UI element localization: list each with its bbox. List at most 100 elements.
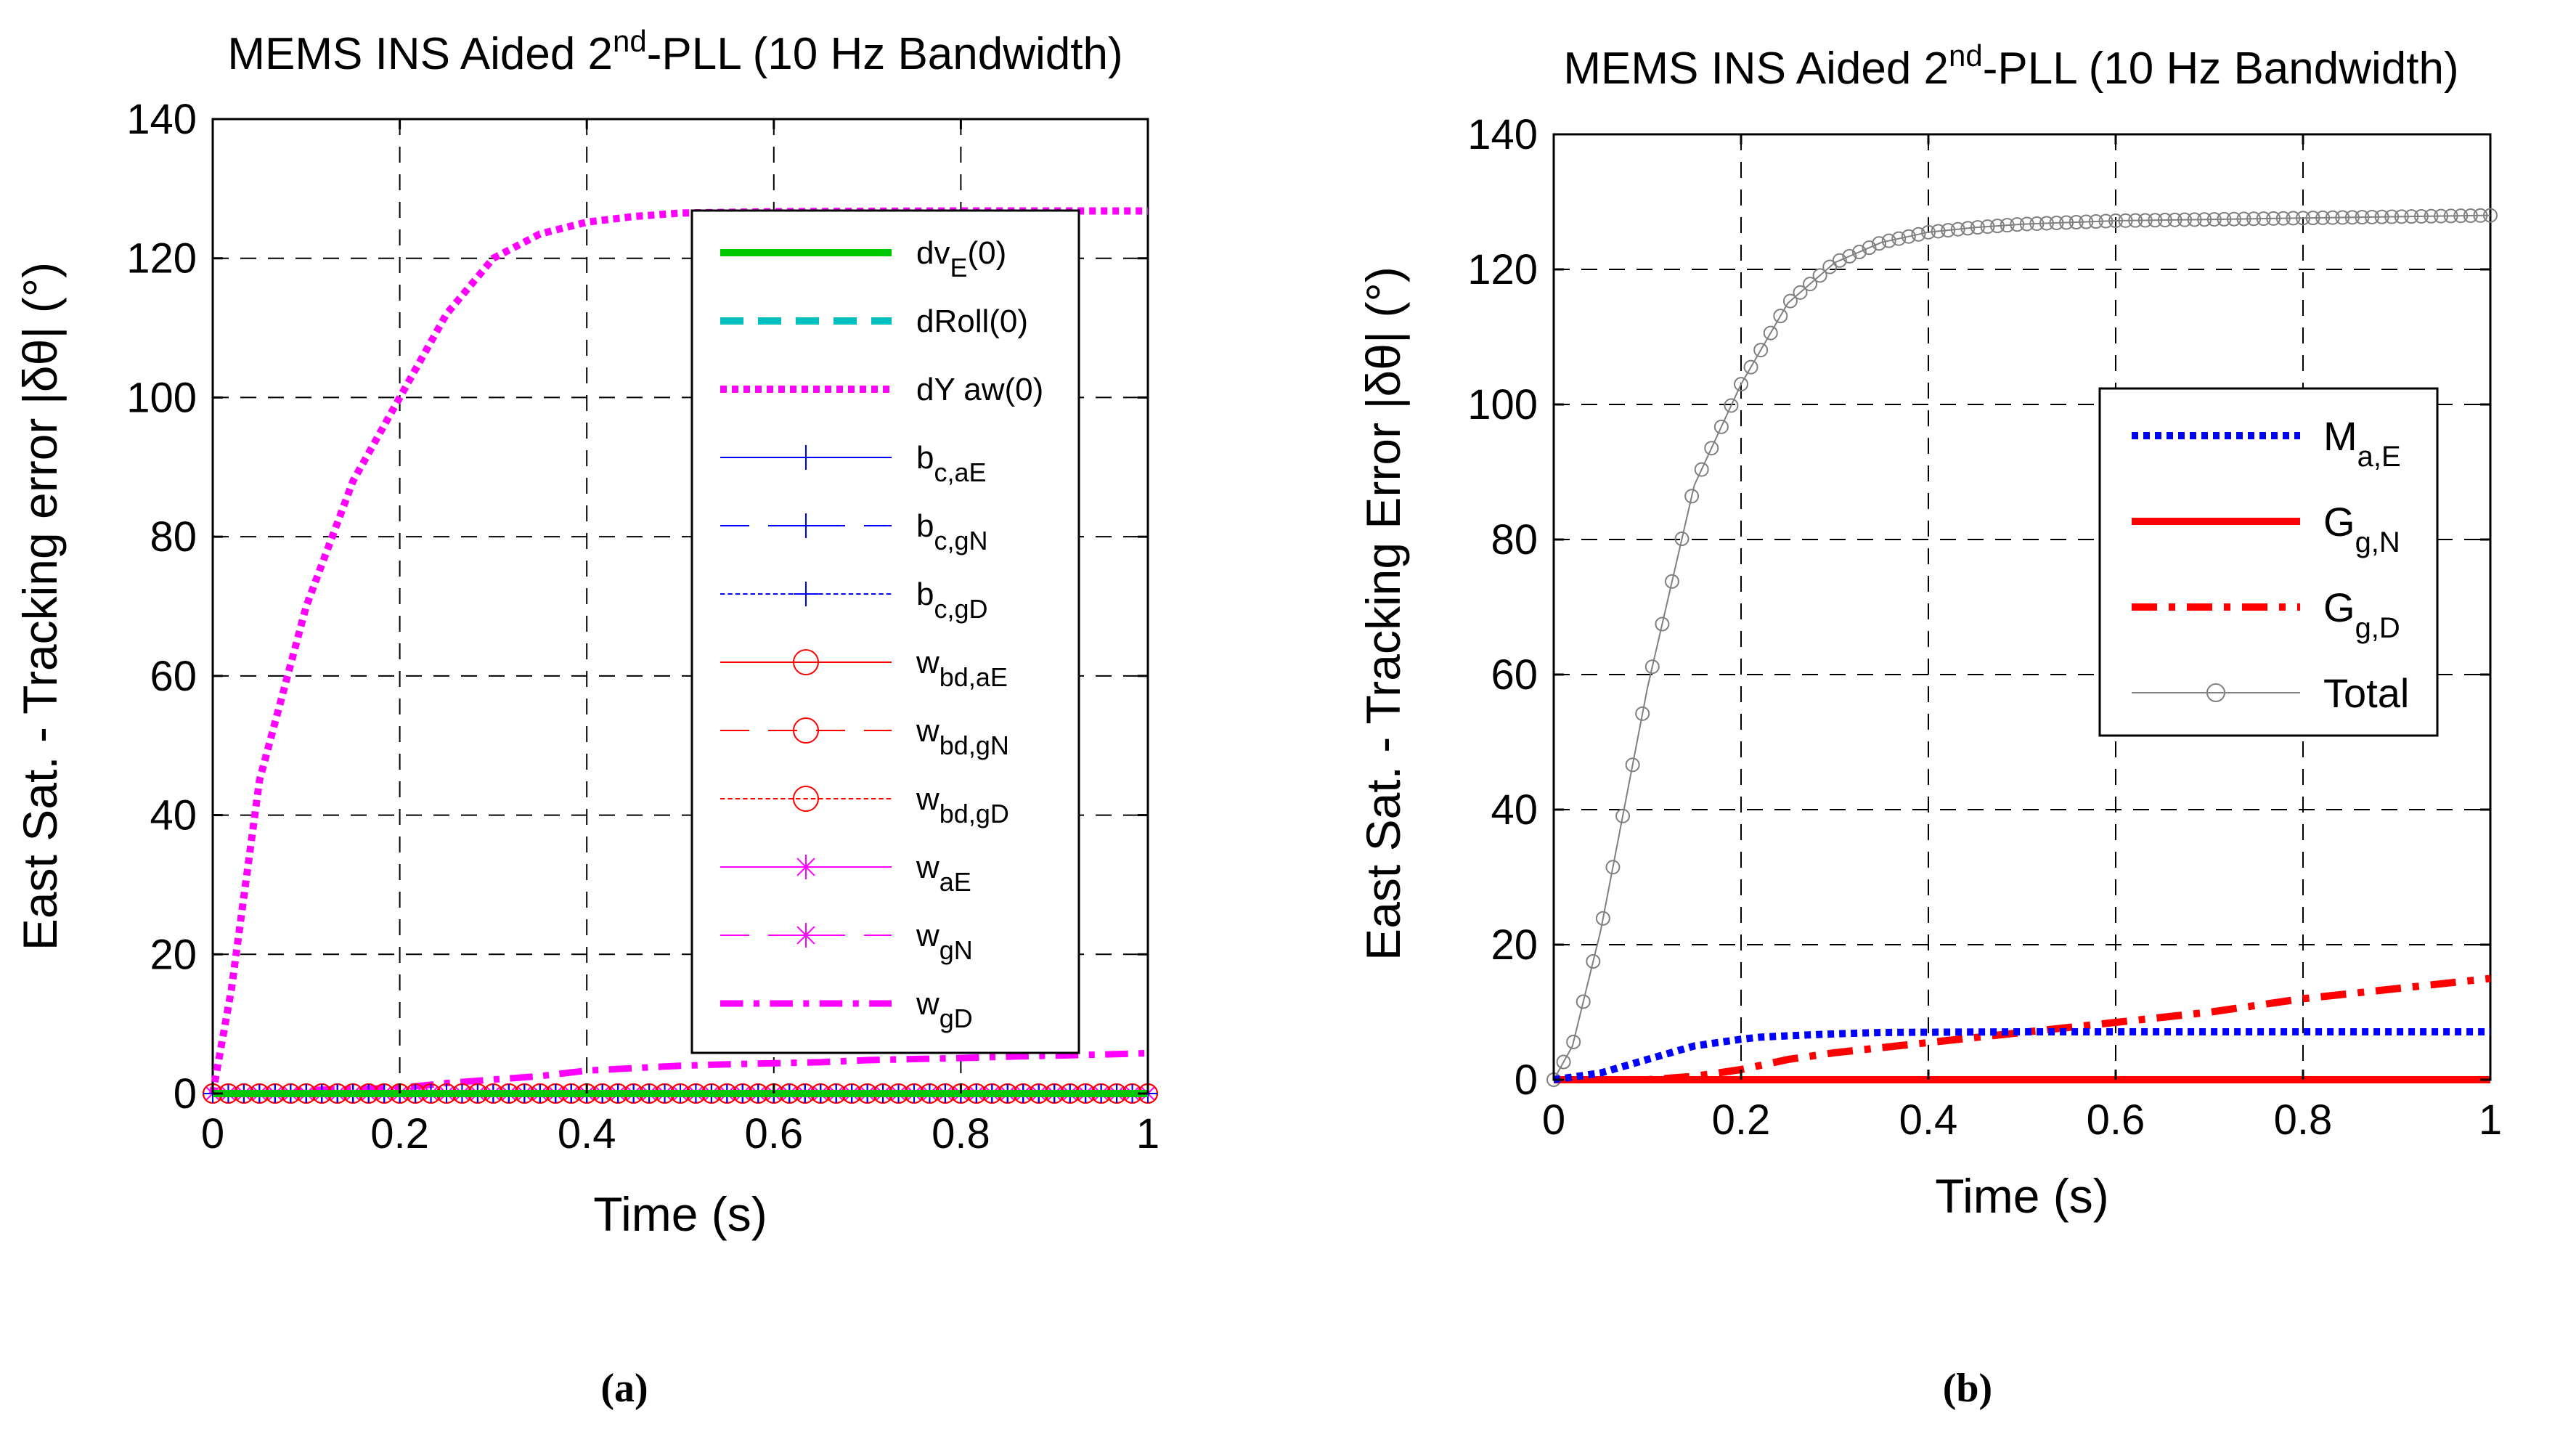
chart-a-legend-w-bd-ae-swatch-marker (793, 649, 819, 675)
chart-b-series-total-marker (2079, 214, 2094, 229)
chart-a-legend-dy-aw-0--label: dY aw(0) (916, 372, 1043, 407)
chart-b-series-total-marker (1872, 236, 1887, 251)
chart-a-legend-w-bd-gn-label: wbd,gN (916, 713, 1009, 760)
chart-b-series-total-marker (1704, 441, 1719, 456)
chart-b-series (1546, 208, 2498, 1087)
chart-b-series-total-marker (2374, 209, 2389, 224)
chart-b-legend-g-g-d-label: Gg,D (2323, 585, 2400, 644)
chart-b-series-total-marker (2344, 210, 2360, 225)
chart-b-series-total-marker (1901, 229, 1916, 244)
chart-b-y-tick-label: 60 (1491, 651, 1538, 699)
chart-a-legend-droll-0--label: dRoll(0) (916, 304, 1028, 339)
chart-b-x-tick-label: 0.8 (2274, 1096, 2333, 1144)
chart-b-legend-total-label: Total (2323, 670, 2409, 716)
chart-b-series-total-marker (2266, 211, 2281, 226)
chart-b-y-tick-label: 80 (1491, 516, 1538, 563)
chart-b-legend-g-g-n-label: Gg,N (2323, 499, 2400, 558)
chart-b-series-total-marker (2434, 208, 2449, 224)
chart-b-series-total-marker (2217, 211, 2232, 227)
chart-b-series-total-marker (2068, 214, 2084, 229)
chart-b-series-total-marker (2137, 213, 2153, 228)
chart-b-series-total-marker (2108, 213, 2123, 229)
chart-b-series-total-marker (2226, 211, 2241, 227)
chart-a-legend-b-c-ae-swatch-marker (794, 445, 818, 470)
chart-a-legend-box (690, 209, 1080, 1054)
chart-b-series-total-marker (2256, 211, 2271, 227)
chart-b-series-total-marker (2206, 212, 2222, 227)
chart-a-x-tick-label: 0.6 (744, 1110, 803, 1157)
chart-b-series-total-marker (1832, 253, 1847, 268)
chart-b-series-total-marker (2355, 210, 2370, 225)
chart-b-legend-box (2098, 387, 2439, 737)
chart-b-series-total-marker (2187, 212, 2202, 227)
chart-b-y-tick-label: 20 (1491, 921, 1538, 969)
chart-a-y-tick-label: 40 (150, 792, 197, 839)
chart-b-series-total-marker (1851, 245, 1867, 260)
chart-a-legend-b-c-gn-swatch-marker (794, 513, 818, 538)
chart-b-series-total-marker (2424, 208, 2439, 224)
chart-b-series-total-marker (1664, 574, 1679, 589)
chart-b-x-tick-label: 1 (2479, 1096, 2502, 1144)
chart-a-x-axis-label: Time (s) (593, 1187, 767, 1241)
chart-b-x-tick-label: 0 (1542, 1096, 1565, 1144)
chart-a-x-tick-label: 0.2 (370, 1110, 429, 1157)
chart-b-series-total-marker (1960, 221, 1976, 236)
chart-b-series-total-marker (2305, 211, 2320, 226)
chart-a-legend-w-bd-gn-swatch-marker (793, 717, 819, 744)
chart-b-series-total-marker (1655, 616, 1670, 632)
chart-b-y-tick-label: 0 (1515, 1057, 1538, 1104)
chart-b-series-total-marker (1950, 221, 1965, 237)
chart-b-series-total-marker (1556, 1054, 1571, 1070)
chart-b-x-tick-label: 0.2 (1712, 1096, 1771, 1144)
chart-a-title: MEMS INS Aided 2nd-PLL (10 Hz Bandwidth) (227, 24, 1122, 79)
chart-b-series-total-marker (1576, 994, 1591, 1009)
chart-b-tick-labels: 0 0.2 0.4 0.6 0.8 1 0 20 40 60 80 100 120 140 (1467, 111, 2502, 1144)
chart-b-series-total-marker (1941, 223, 1956, 238)
chart-b-caption: (b) (1943, 1366, 1992, 1411)
chart-b-series-total-marker (1782, 293, 1798, 309)
chart-a-legend-w-bd-gd-swatch-marker (793, 786, 819, 812)
chart-a-tick-labels: 0 0.2 0.4 0.6 0.8 1 0 20 40 60 80 100 120 140 (126, 96, 1159, 1157)
chart-a-series-w-gd (213, 1049, 1149, 1097)
chart-b-series-total-marker (1684, 489, 1700, 504)
chart-b-series-total-marker (2463, 208, 2478, 223)
chart-b-x-tick-label: 0.4 (1899, 1096, 1958, 1144)
chart-a-legend-b-c-gn-label: bc,gN (916, 508, 988, 555)
chart-b-series-total-marker (2404, 209, 2419, 224)
chart-b-legend: Ma,E Gg,N Gg,D Total (2098, 387, 2439, 737)
chart-b-series-total-marker (1931, 224, 1946, 239)
chart-a-legend-w-ae-swatch-marker (794, 855, 818, 879)
chart-a-legend-w-ae-label: waE (916, 850, 971, 897)
chart-b-series-total-marker (2394, 209, 2409, 224)
chart-b-series-total-marker (1803, 277, 1818, 292)
chart-a-caption: (a) (600, 1366, 648, 1411)
chart-b-series-total-marker (2315, 210, 2331, 225)
chart-a-legend-b-c-ae-label: bc,aE (916, 440, 987, 487)
chart-b-series-total-marker (2128, 213, 2143, 228)
chart-a-y-axis-label: East Sat. - Tracking error |δθ| (°) (13, 262, 67, 950)
chart-b-series-total-marker (1743, 359, 1758, 375)
chart-b-series-total-marker (2473, 208, 2488, 223)
chart-a-legend: dvE(0) dRoll(0) dY aw(0) bc,aE bc,gN bc,gD wbd… (690, 209, 1080, 1054)
chart-b-series-total-marker (2236, 211, 2251, 227)
chart-b-series-total-marker (2049, 215, 2064, 230)
chart-a-x-tick-label: 0.8 (932, 1110, 990, 1157)
chart-a-y-tick-label: 0 (174, 1070, 197, 1117)
chart-a-legend-w-bd-ae-label: wbd,aE (916, 645, 1008, 692)
chart-b-series-total-marker (1921, 224, 1936, 240)
chart-b-series-total-marker (1595, 911, 1610, 926)
chart-a-y-tick-label: 120 (126, 235, 197, 282)
chart-b-series-total-marker (1644, 659, 1660, 675)
chart-b-series-total-marker (2335, 210, 2350, 225)
chart-b-series-total-marker (1635, 706, 1650, 721)
chart-b-y-tick-label: 120 (1467, 246, 1538, 293)
chart-b-series-total-marker (1812, 268, 1827, 283)
chart-b-series-total-marker (2118, 213, 2133, 228)
chart-b-series-total-marker (2483, 208, 2498, 223)
chart-b-series-total-marker (2157, 213, 2172, 228)
chart-a-x-tick-label: 1 (1136, 1110, 1159, 1157)
chart-b-series-total-marker (2000, 218, 2015, 233)
chart-b-series-total-marker (2167, 212, 2182, 227)
chart-b-series-total-marker (2286, 211, 2301, 226)
